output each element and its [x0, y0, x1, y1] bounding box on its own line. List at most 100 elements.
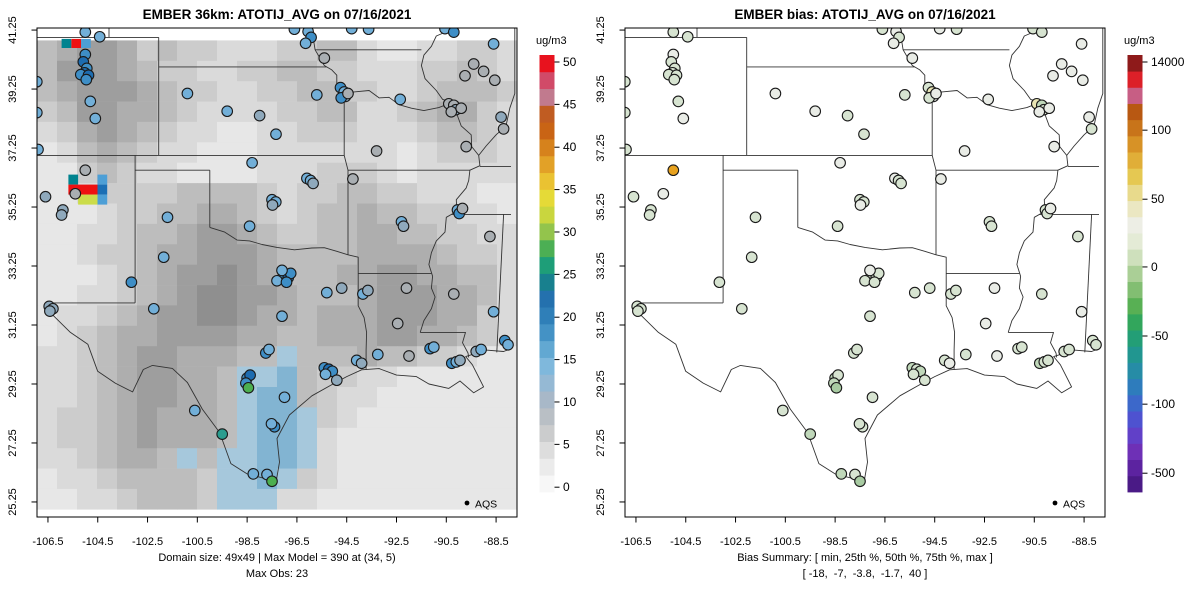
raster-cell: [477, 121, 498, 143]
raster-cell: [377, 40, 398, 62]
right-caption-line1: Bias Summary: [ min, 25th %, 50th %, 75t…: [737, 552, 993, 564]
station-dot: [391, 317, 404, 330]
raster-cell: [477, 325, 498, 347]
station-dot: [776, 404, 789, 417]
colorbar-segment: [539, 55, 555, 73]
station-dot: [735, 302, 748, 315]
station-dot: [80, 73, 93, 86]
raster-cell: [57, 468, 78, 490]
y-tick-label: 35.25: [595, 193, 607, 221]
raster-cell: [357, 60, 378, 82]
station-dot: [1047, 69, 1059, 82]
raster-cell: [117, 305, 138, 327]
x-tick-label: -102.5: [720, 536, 751, 548]
raster-cell: [337, 203, 358, 225]
raster-cell: [217, 448, 238, 469]
colorbar-segment: [539, 88, 555, 106]
station-dot: [427, 341, 440, 353]
raster-cell: [177, 60, 198, 82]
raster-cell: [317, 387, 338, 408]
station-dot: [859, 274, 871, 287]
station-dot: [895, 177, 907, 190]
raster-cell: [157, 264, 178, 286]
y-tick-label: 33.25: [595, 252, 607, 280]
raster-cell: [37, 346, 58, 367]
station-dot: [39, 190, 52, 203]
colorbar-tick-label: 45: [563, 97, 577, 111]
raster-cell: [417, 203, 438, 225]
raster-cell: [377, 468, 398, 490]
raster-cell: [497, 60, 517, 82]
raster-cell: [257, 223, 278, 245]
raster-cell: [357, 305, 378, 327]
raster-cell: [177, 121, 198, 143]
raster-cell: [357, 121, 378, 143]
station-dot: [495, 111, 507, 123]
station-dot: [288, 28, 301, 36]
station-dot: [270, 128, 282, 141]
raster-cell: [137, 60, 158, 82]
raster-cell: [457, 387, 478, 408]
raster-cell: [457, 121, 478, 143]
station-dot: [1090, 338, 1102, 351]
station-dot: [866, 391, 879, 404]
raster-cell: [297, 60, 318, 82]
y-tick-label: 27.25: [7, 429, 19, 457]
raster-cell: [417, 81, 438, 102]
station-dot: [299, 37, 312, 50]
y-tick-label: 25.25: [7, 488, 19, 516]
raster-cell: [337, 427, 358, 449]
station-dot: [37, 106, 43, 119]
raster-cell: [217, 244, 238, 265]
raster-cell: [497, 488, 517, 510]
raster-cell: [417, 60, 438, 82]
state-outlines: [37, 28, 516, 485]
raster-cell: [137, 285, 158, 306]
station-dot: [280, 276, 293, 289]
raster-cell: [217, 366, 238, 388]
raster-cell: [357, 427, 378, 449]
raster-cell: [237, 427, 258, 449]
station-dot: [467, 58, 480, 70]
station-dot: [643, 209, 656, 221]
raster-cell: [57, 223, 78, 245]
model-raster: [37, 40, 517, 510]
raster-cell: [117, 366, 138, 388]
raster-cell: [377, 427, 398, 449]
hotspot-cell: [97, 174, 108, 185]
raster-cell: [37, 468, 58, 490]
hotspot-cell: [68, 174, 79, 185]
station-dot: [667, 28, 680, 38]
station-dot: [681, 30, 694, 43]
station-dot: [1033, 105, 1046, 118]
outline-path: [420, 331, 470, 358]
raster-cell: [257, 285, 278, 306]
station-dot: [278, 391, 291, 404]
raster-cell: [277, 366, 298, 388]
station-dot: [1048, 140, 1061, 153]
raster-cell: [417, 121, 438, 143]
raster-cell: [117, 285, 138, 306]
colorbar-segment: [1127, 168, 1143, 185]
raster-cell: [57, 325, 78, 347]
raster-cell: [37, 223, 58, 245]
station-dot: [44, 305, 56, 317]
station-dot: [161, 211, 174, 224]
colorbar-tick-label: 14000: [1151, 55, 1185, 69]
x-tick-label: -102.5: [132, 536, 163, 548]
raster-cell: [97, 60, 118, 82]
colorbar-tick-label: -500: [1151, 466, 1175, 480]
station-dot: [950, 284, 962, 297]
right-colorbar-unit-label: ug/m3: [1124, 35, 1155, 47]
outline-path: [496, 214, 505, 353]
raster-cell: [377, 305, 398, 327]
raster-cell: [57, 305, 78, 327]
raster-cell: [317, 448, 338, 469]
station-dot: [887, 37, 900, 50]
raster-cell: [97, 142, 118, 163]
raster-cell: [477, 488, 498, 510]
y-tick-label: 39.25: [7, 75, 19, 103]
raster-cell: [277, 142, 298, 163]
raster-cell: [117, 60, 138, 82]
